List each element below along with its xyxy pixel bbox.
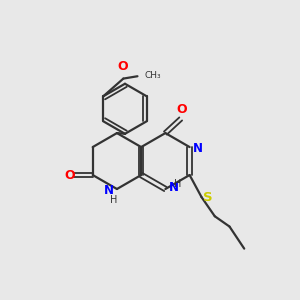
Text: N: N	[169, 181, 179, 194]
Text: H: H	[110, 195, 118, 205]
Text: O: O	[64, 169, 75, 182]
Text: O: O	[177, 103, 187, 116]
Text: O: O	[117, 60, 128, 73]
Text: S: S	[203, 191, 212, 204]
Text: H: H	[174, 179, 181, 189]
Text: CH₃: CH₃	[145, 71, 161, 80]
Text: N: N	[104, 184, 114, 197]
Text: N: N	[193, 142, 202, 155]
